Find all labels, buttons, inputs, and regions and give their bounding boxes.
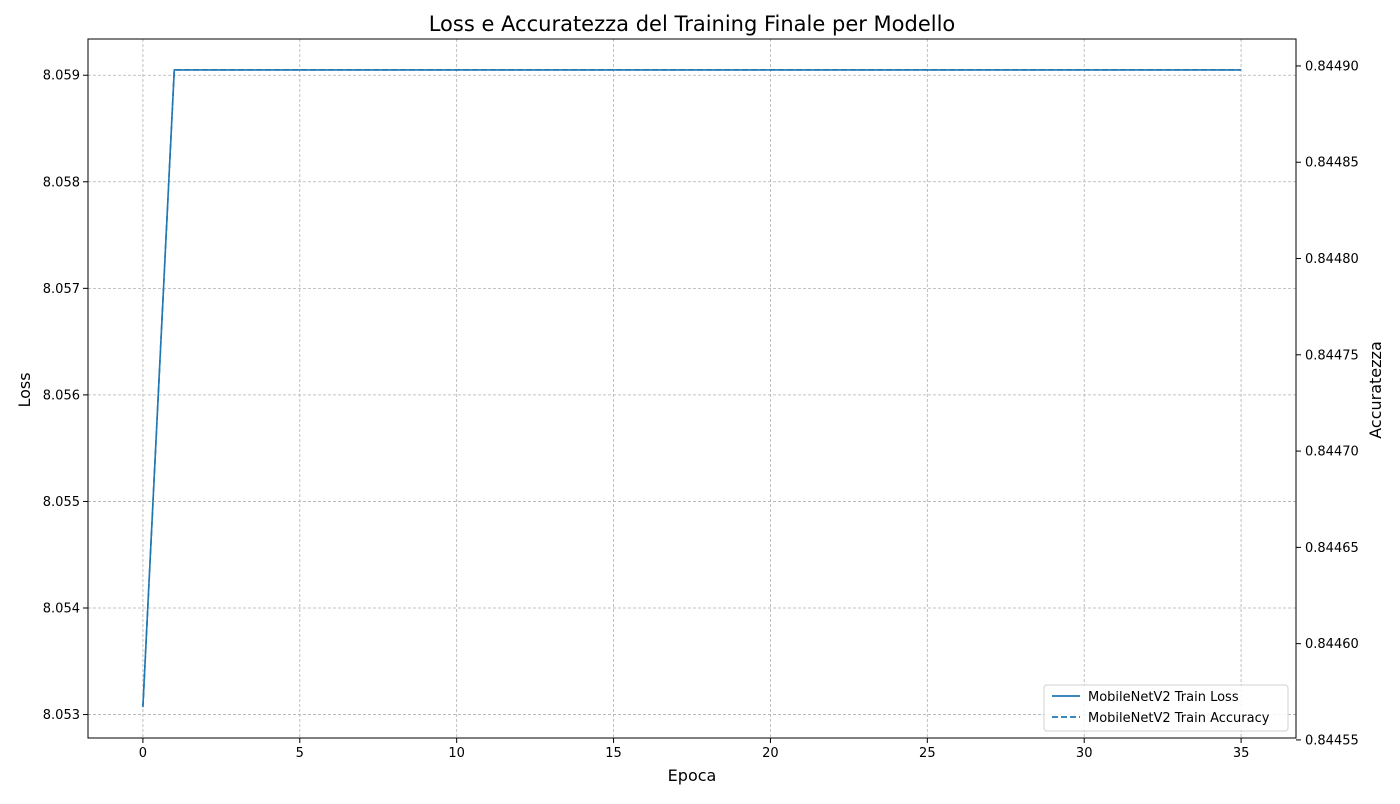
grid-layer	[88, 39, 1296, 738]
x-tick-label: 20	[762, 746, 779, 761]
y2-axis-ticks: 0.84455 0.84460 0.84465 0.84470 0.84475 0.844…	[1296, 59, 1359, 748]
legend-label-accuracy: MobileNetV2 Train Accuracy	[1088, 711, 1270, 726]
y2-tick-label: 0.84470	[1305, 445, 1359, 460]
y-tick-label: 8.057	[43, 282, 80, 297]
x-axis-ticks: 0 5 10 15 20 25 30 35	[139, 738, 1250, 761]
accuracy-series-line	[142, 69, 1242, 708]
chart-title: Loss e Accuratezza del Training Finale p…	[429, 12, 956, 36]
legend: MobileNetV2 Train Loss MobileNetV2 Train…	[1043, 684, 1289, 732]
legend-label-loss: MobileNetV2 Train Loss	[1088, 690, 1239, 705]
y2-tick-label: 0.84490	[1305, 59, 1359, 74]
x-tick-label: 15	[605, 746, 622, 761]
x-tick-label: 35	[1233, 746, 1250, 761]
x-tick-label: 25	[919, 746, 936, 761]
y2-tick-label: 0.84475	[1305, 348, 1359, 363]
x-axis-label: Epoca	[668, 766, 717, 785]
legend-box	[1043, 684, 1289, 732]
y-tick-label: 8.059	[43, 69, 80, 84]
y2-tick-label: 0.84460	[1305, 637, 1359, 652]
y-tick-label: 8.053	[43, 708, 80, 723]
y-tick-label: 8.056	[43, 388, 80, 403]
x-tick-label: 30	[1076, 746, 1093, 761]
series-layer	[142, 69, 1242, 708]
x-tick-label: 0	[139, 746, 147, 761]
y2-tick-label: 0.84465	[1305, 541, 1359, 556]
y-tick-label: 8.058	[43, 175, 80, 190]
y2-tick-label: 0.84480	[1305, 252, 1359, 267]
y2-tick-label: 0.84485	[1305, 156, 1359, 171]
y-axis-ticks: 8.053 8.054 8.055 8.056 8.057 8.058 8.059	[43, 69, 88, 723]
y2-tick-label: 0.84455	[1305, 733, 1359, 748]
y-tick-label: 8.054	[43, 602, 80, 617]
y-axis-label: Loss	[15, 372, 34, 407]
x-tick-label: 10	[448, 746, 465, 761]
y-tick-label: 8.055	[43, 495, 80, 510]
x-tick-label: 5	[296, 746, 304, 761]
plot-frame	[87, 38, 1297, 739]
y2-axis-label: Accuratezza	[1366, 341, 1385, 439]
